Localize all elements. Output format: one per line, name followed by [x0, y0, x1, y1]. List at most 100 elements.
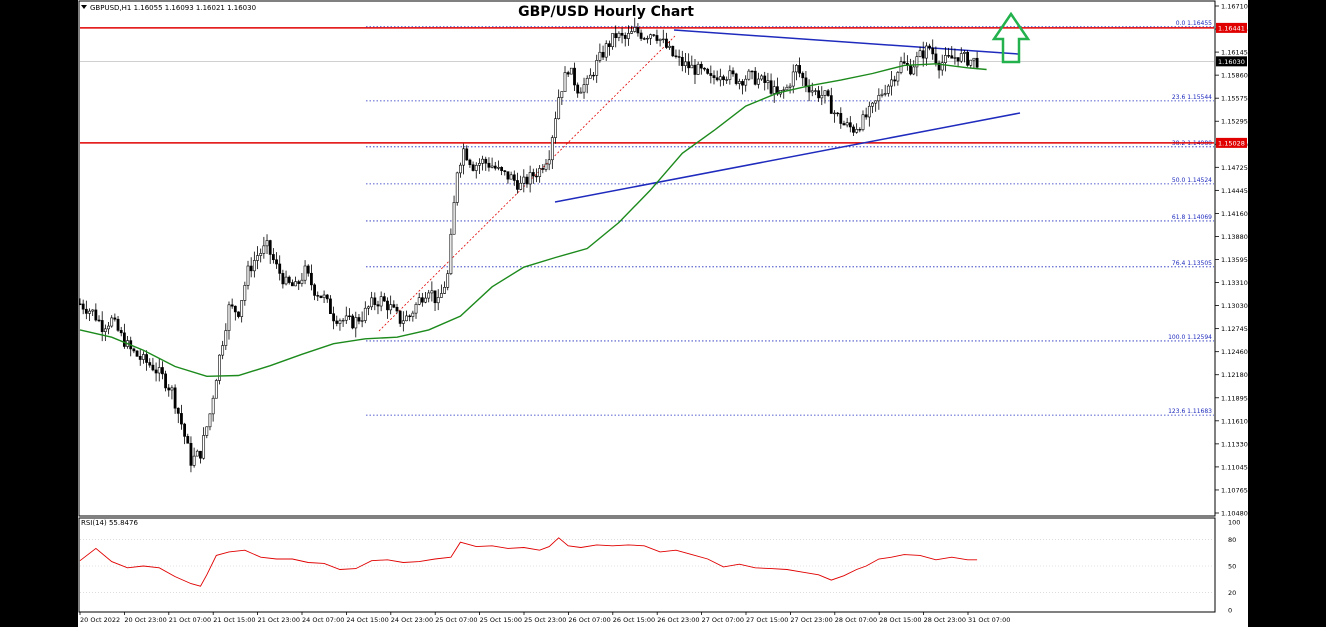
candle-body — [947, 55, 950, 57]
candle — [329, 295, 332, 315]
y-tick-label: 1.12745 — [1221, 325, 1248, 333]
y-tick-label: 1.13030 — [1221, 302, 1248, 310]
candle — [110, 315, 114, 328]
rsi-label: RSI(14) 55.8476 — [81, 519, 138, 527]
candle-body — [462, 148, 465, 166]
candle — [478, 158, 481, 174]
candle-body — [303, 265, 307, 281]
candle-body — [497, 166, 500, 169]
candle — [791, 64, 795, 94]
candle-body — [604, 43, 608, 58]
candle-body — [401, 320, 405, 324]
candle-body — [557, 97, 561, 120]
candle-body — [972, 57, 976, 61]
candle-body — [122, 332, 126, 347]
candle — [817, 85, 821, 102]
candle-body — [135, 350, 139, 357]
candle — [433, 290, 437, 311]
candle-body — [411, 312, 415, 317]
candle — [351, 313, 355, 330]
candle-body — [252, 260, 256, 272]
fibo-label: 23.6 1.15544 — [1172, 94, 1212, 101]
candle-body — [855, 129, 859, 133]
candle — [211, 395, 215, 422]
candle-body — [516, 180, 519, 190]
candle-body — [503, 170, 507, 172]
candle-body — [617, 32, 621, 39]
candle-body — [221, 345, 225, 356]
candle — [199, 450, 202, 464]
candle — [373, 292, 377, 311]
candle-body — [772, 86, 776, 94]
candle — [639, 29, 643, 41]
candle — [842, 120, 846, 126]
x-tick-label: 26 Oct 23:00 — [657, 616, 699, 624]
candle-body — [785, 86, 789, 91]
candle — [484, 156, 488, 171]
candle — [588, 68, 592, 79]
candle — [122, 323, 126, 349]
x-tick-label: 20 Oct 23:00 — [124, 616, 166, 624]
candle — [867, 101, 871, 127]
candle — [912, 60, 916, 76]
candle-body — [890, 79, 893, 87]
candle-body — [189, 442, 193, 466]
candle — [880, 89, 884, 98]
candle — [322, 290, 326, 304]
candle-body — [408, 315, 412, 318]
candle-body — [455, 172, 459, 203]
candle — [281, 269, 285, 289]
ascending-trendline — [554, 112, 1021, 203]
candle — [148, 358, 152, 368]
candle-body — [325, 294, 329, 300]
candle-body — [944, 55, 947, 64]
candle — [398, 310, 402, 327]
candle-body — [446, 273, 450, 288]
support-price-tag: 1.15028 — [1218, 139, 1245, 147]
candle — [734, 72, 738, 86]
candle-body — [161, 367, 164, 375]
candle-body — [449, 233, 453, 274]
candle-body — [338, 320, 342, 324]
candle-body — [867, 105, 871, 118]
candle — [896, 71, 900, 86]
candle — [677, 49, 681, 66]
candle-body — [826, 90, 830, 96]
candle — [259, 248, 263, 263]
candle-body — [329, 298, 332, 314]
candle-body — [646, 37, 649, 40]
candle — [379, 291, 383, 312]
candle — [627, 25, 630, 46]
candle — [918, 46, 922, 58]
candle — [782, 86, 786, 99]
candle-body — [113, 317, 117, 320]
candle — [284, 270, 288, 286]
y-tick-label: 1.12460 — [1221, 348, 1248, 356]
candle — [871, 101, 874, 114]
symbol-dropdown-icon[interactable] — [81, 5, 87, 9]
candle-body — [820, 95, 824, 99]
x-tick-label: 26 Oct 07:00 — [568, 616, 610, 624]
candle — [294, 276, 297, 287]
candle — [424, 292, 427, 304]
candle — [161, 361, 164, 380]
candle — [848, 116, 852, 133]
candle — [278, 255, 282, 281]
y-tick-label: 1.11045 — [1221, 463, 1248, 471]
resistance-price-tag: 1.16441 — [1218, 24, 1245, 32]
candle-body — [290, 282, 294, 287]
candle-body — [379, 296, 383, 307]
candle — [237, 311, 240, 319]
candle — [674, 49, 678, 59]
candle-body — [493, 165, 497, 169]
candle-body — [265, 240, 269, 247]
candle — [712, 70, 716, 85]
candle-body — [871, 102, 874, 107]
candle — [687, 53, 691, 75]
candle-body — [382, 296, 386, 302]
candle-body — [798, 65, 801, 74]
candle-body — [81, 303, 85, 310]
candle-body — [699, 63, 703, 69]
